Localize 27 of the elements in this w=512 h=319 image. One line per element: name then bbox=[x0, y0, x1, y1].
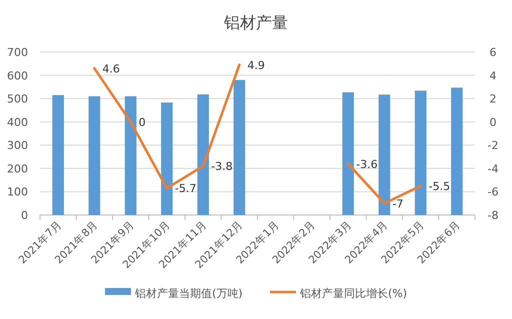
y-tick-label: 700 bbox=[7, 46, 28, 59]
y2-tick-label: -6 bbox=[488, 186, 498, 199]
y-tick-label: 600 bbox=[7, 69, 28, 82]
y-tick-label: 100 bbox=[7, 186, 28, 199]
data-label: -3.8 bbox=[211, 160, 233, 174]
data-label: 4.6 bbox=[102, 62, 120, 76]
y2-tick-label: -8 bbox=[488, 209, 498, 222]
legend-label: 铝材产量同比增长(%) bbox=[299, 287, 408, 300]
y-tick-label: 500 bbox=[7, 92, 28, 106]
y2-tick-label: 6 bbox=[490, 46, 496, 59]
chart-title: 铝材产量 bbox=[223, 13, 288, 32]
y2-tick-label: -2 bbox=[488, 139, 498, 152]
y2-tick-label: 0 bbox=[490, 116, 496, 129]
y2-tick-label: 4 bbox=[490, 69, 496, 82]
data-label: 4.9 bbox=[247, 58, 265, 72]
data-label: -5.7 bbox=[174, 182, 196, 196]
y-tick-label: 200 bbox=[7, 162, 28, 176]
data-label: 0 bbox=[138, 116, 146, 129]
data-label: -3.6 bbox=[356, 158, 378, 171]
y-tick-label: 0 bbox=[21, 209, 28, 222]
data-label: -5.5 bbox=[428, 180, 450, 193]
data-label: -7 bbox=[392, 197, 404, 210]
y2-tick-label: 2 bbox=[490, 92, 496, 106]
y-tick-label: 300 bbox=[7, 139, 28, 152]
legend-label: 铝材产量当期值(万吨) bbox=[134, 287, 243, 300]
y-tick-label: 400 bbox=[7, 116, 28, 129]
y2-tick-label: -4 bbox=[488, 162, 498, 176]
